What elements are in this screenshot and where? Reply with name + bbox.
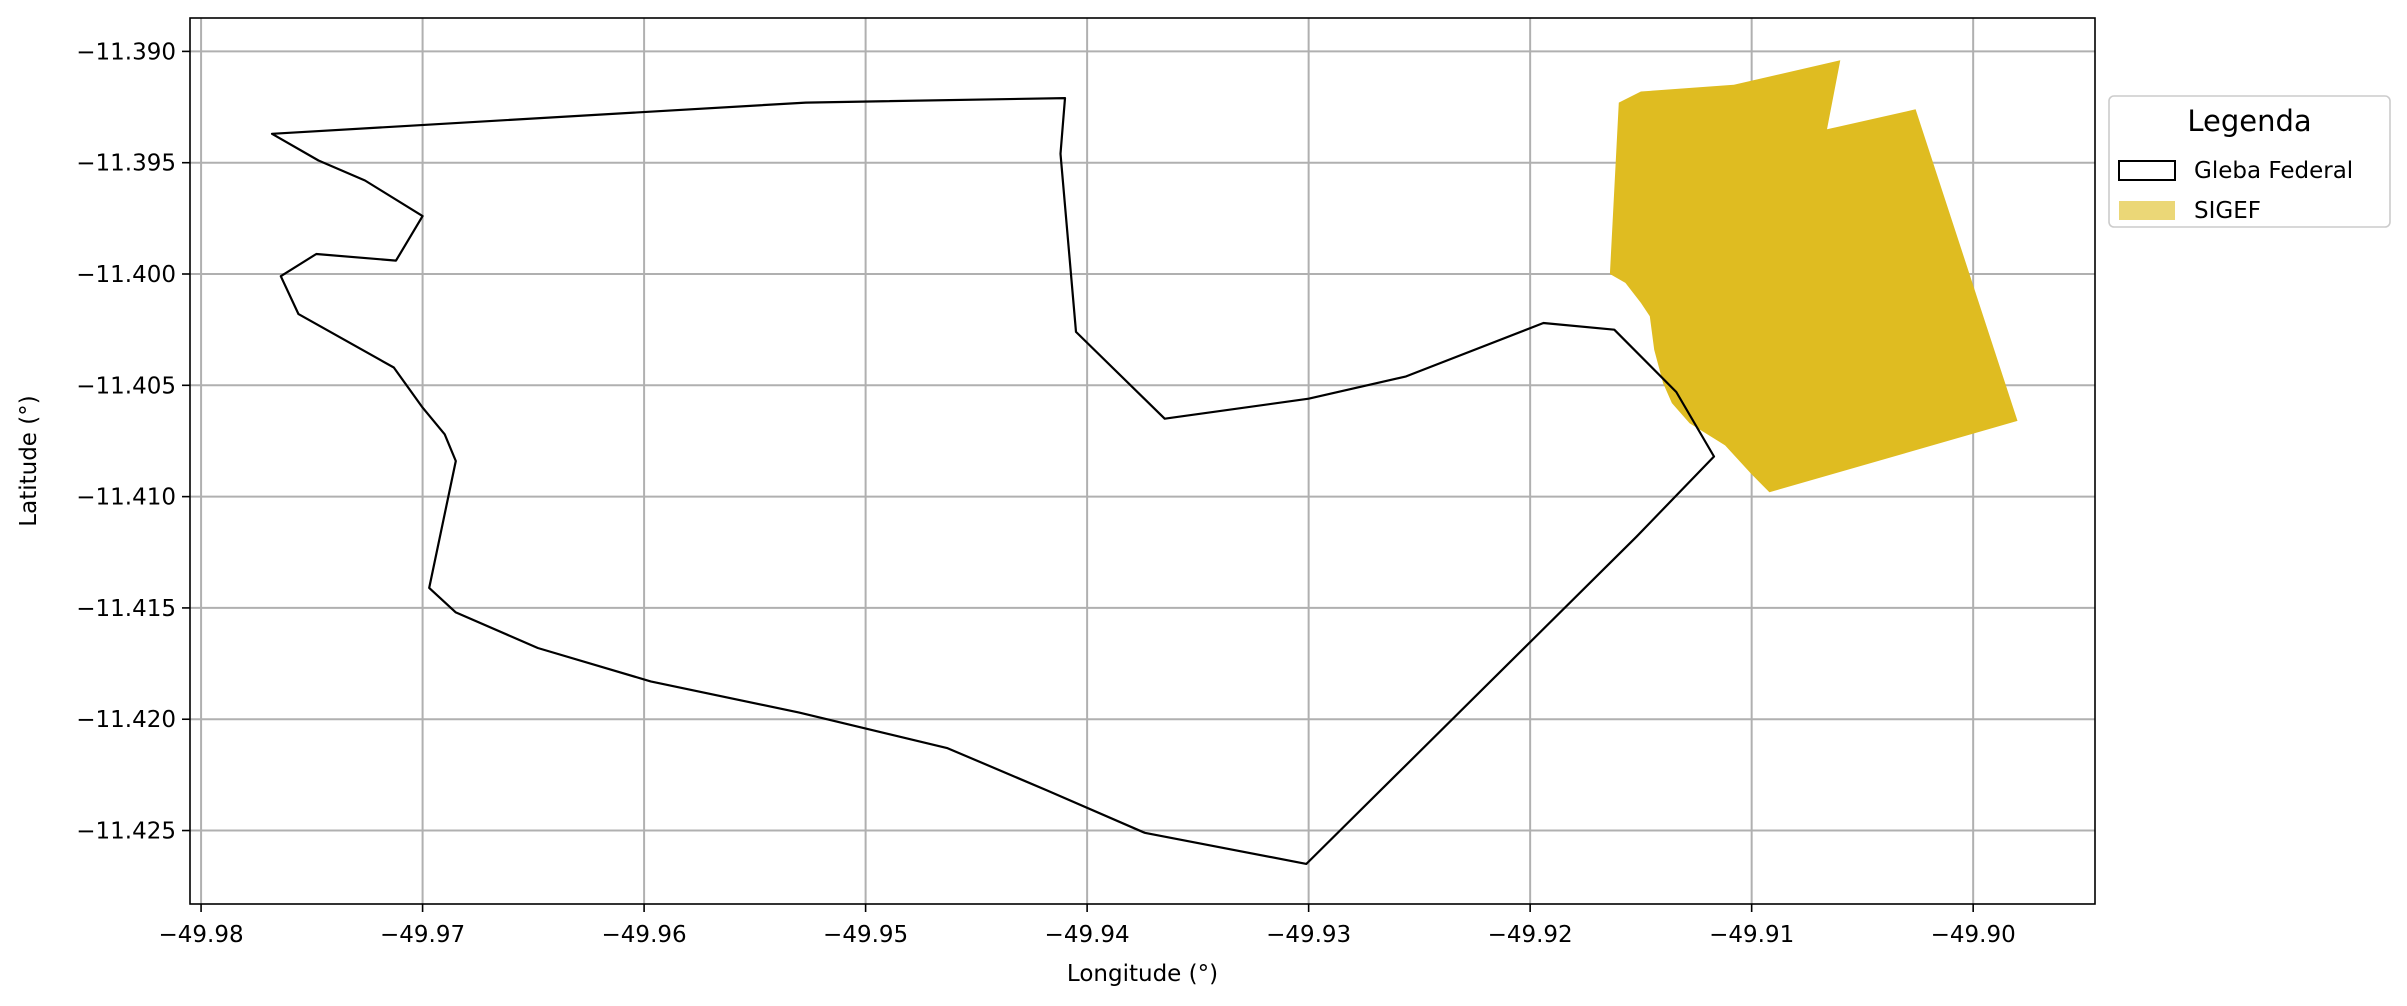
- legend-label-gleba-federal: Gleba Federal: [2194, 158, 2353, 184]
- x-tick-label: −49.95: [823, 922, 908, 948]
- x-tick-label: −49.98: [159, 922, 244, 948]
- x-tick-label: −49.90: [1931, 922, 2016, 948]
- y-tick-label: −11.390: [76, 39, 176, 65]
- x-tick-label: −49.96: [602, 922, 687, 948]
- polygon-gleba-federal: [270, 96, 1716, 866]
- y-tick-label: −11.395: [76, 151, 176, 177]
- axis-ticks: −49.98 −49.97 −49.96 −49.95 −49.94 −49.93 −49.…: [76, 39, 2015, 948]
- legend-swatch-gleba-federal: [2118, 160, 2176, 181]
- polygon-sigef: [1609, 60, 2018, 493]
- x-tick-label: −49.92: [1488, 922, 1573, 948]
- y-tick-label: −11.410: [76, 485, 176, 511]
- x-tick-label: −49.91: [1709, 922, 1794, 948]
- legend: Legenda Gleba Federal SIGEF: [2108, 95, 2391, 228]
- legend-swatch-sigef: [2119, 201, 2175, 220]
- y-tick-label: −11.425: [76, 819, 176, 845]
- x-axis-label: Longitude (°): [1067, 961, 1218, 987]
- map-layers: [270, 60, 2018, 866]
- x-tick-label: −49.94: [1045, 922, 1130, 948]
- legend-label-sigef: SIGEF: [2194, 198, 2261, 224]
- plot-frame: [189, 17, 2096, 905]
- y-tick-label: −11.420: [76, 707, 176, 733]
- x-tick-label: −49.97: [380, 922, 465, 948]
- legend-title: Legenda: [2187, 104, 2311, 138]
- y-tick-label: −11.415: [76, 596, 176, 622]
- legend-box: [2108, 95, 2391, 228]
- x-tick-label: −49.93: [1266, 922, 1351, 948]
- y-tick-label: −11.400: [76, 262, 176, 288]
- y-tick-label: −11.405: [76, 373, 176, 399]
- y-axis-label: Latitude (°): [16, 395, 42, 526]
